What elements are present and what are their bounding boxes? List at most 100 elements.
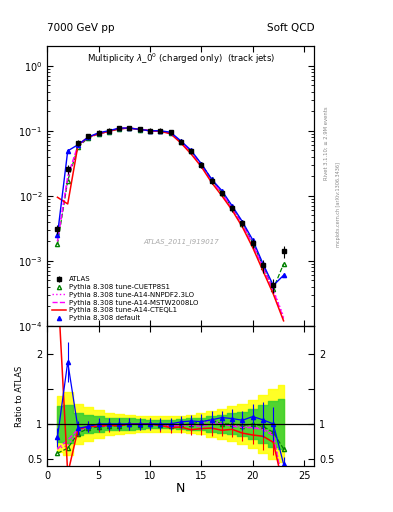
Pythia 8.308 tune-A14-CTEQL1 bbox=[230, 207, 235, 214]
Pythia 8.308 tune-CUETP8S1 bbox=[65, 178, 70, 184]
Pythia 8.308 tune-A14-NNPDF2.3LO bbox=[137, 126, 142, 133]
Pythia 8.308 tune-A14-CTEQL1 bbox=[65, 201, 70, 207]
Pythia 8.308 tune-A14-MSTW2008LO bbox=[199, 163, 204, 169]
Pythia 8.308 tune-A14-MSTW2008LO bbox=[55, 238, 60, 244]
Pythia 8.308 default bbox=[261, 261, 265, 267]
Line: Pythia 8.308 tune-A14-NNPDF2.3LO: Pythia 8.308 tune-A14-NNPDF2.3LO bbox=[57, 128, 284, 316]
Pythia 8.308 tune-A14-NNPDF2.3LO bbox=[250, 241, 255, 247]
Pythia 8.308 tune-A14-NNPDF2.3LO bbox=[127, 125, 132, 131]
Text: Multiplicity $\lambda\_0^0$ (charged only)  (track jets): Multiplicity $\lambda\_0^0$ (charged onl… bbox=[87, 52, 275, 66]
Pythia 8.308 tune-A14-CTEQL1 bbox=[178, 140, 183, 146]
Pythia 8.308 default bbox=[199, 161, 204, 167]
Pythia 8.308 tune-A14-NNPDF2.3LO bbox=[240, 221, 245, 227]
Pythia 8.308 tune-A14-NNPDF2.3LO bbox=[281, 313, 286, 319]
Pythia 8.308 tune-A14-MSTW2008LO bbox=[127, 125, 132, 131]
Legend: ATLAS, Pythia 8.308 tune-CUETP8S1, Pythia 8.308 tune-A14-NNPDF2.3LO, Pythia 8.30: ATLAS, Pythia 8.308 tune-CUETP8S1, Pythi… bbox=[51, 275, 200, 323]
X-axis label: N: N bbox=[176, 482, 185, 495]
Pythia 8.308 tune-CUETP8S1 bbox=[271, 286, 275, 292]
Text: Soft QCD: Soft QCD bbox=[267, 23, 314, 33]
Pythia 8.308 tune-CUETP8S1 bbox=[178, 139, 183, 145]
Pythia 8.308 tune-CUETP8S1 bbox=[117, 126, 121, 132]
Pythia 8.308 tune-A14-MSTW2008LO bbox=[230, 206, 235, 212]
Pythia 8.308 tune-A14-NNPDF2.3LO bbox=[209, 176, 214, 182]
Pythia 8.308 tune-A14-MSTW2008LO bbox=[189, 149, 193, 155]
Pythia 8.308 tune-A14-NNPDF2.3LO bbox=[158, 128, 163, 134]
Pythia 8.308 tune-CUETP8S1 bbox=[281, 261, 286, 267]
Pythia 8.308 default bbox=[250, 237, 255, 243]
Text: ATLAS_2011_I919017: ATLAS_2011_I919017 bbox=[143, 239, 219, 245]
Pythia 8.308 tune-A14-MSTW2008LO bbox=[96, 131, 101, 137]
Pythia 8.308 tune-A14-CTEQL1 bbox=[137, 126, 142, 133]
Pythia 8.308 default bbox=[281, 272, 286, 279]
Text: 7000 GeV pp: 7000 GeV pp bbox=[47, 23, 115, 33]
Pythia 8.308 tune-A14-CTEQL1 bbox=[117, 126, 121, 132]
Pythia 8.308 default bbox=[220, 187, 224, 194]
Pythia 8.308 tune-A14-NNPDF2.3LO bbox=[55, 238, 60, 244]
Pythia 8.308 tune-A14-MSTW2008LO bbox=[209, 178, 214, 184]
Pythia 8.308 tune-CUETP8S1 bbox=[86, 135, 91, 141]
Pythia 8.308 tune-A14-CTEQL1 bbox=[271, 291, 275, 297]
Pythia 8.308 tune-CUETP8S1 bbox=[189, 148, 193, 155]
Pythia 8.308 tune-A14-NNPDF2.3LO bbox=[96, 131, 101, 137]
Pythia 8.308 tune-A14-NNPDF2.3LO bbox=[65, 176, 70, 182]
Pythia 8.308 tune-A14-CTEQL1 bbox=[250, 245, 255, 251]
Y-axis label: Ratio to ATLAS: Ratio to ATLAS bbox=[15, 366, 24, 426]
Pythia 8.308 default bbox=[230, 203, 235, 209]
Pythia 8.308 tune-CUETP8S1 bbox=[127, 125, 132, 131]
Pythia 8.308 tune-A14-NNPDF2.3LO bbox=[117, 125, 121, 132]
Pythia 8.308 tune-A14-NNPDF2.3LO bbox=[168, 130, 173, 136]
Pythia 8.308 default bbox=[127, 125, 132, 131]
Pythia 8.308 default bbox=[148, 127, 152, 134]
Pythia 8.308 default bbox=[178, 138, 183, 144]
Pythia 8.308 tune-A14-CTEQL1 bbox=[96, 131, 101, 137]
Pythia 8.308 tune-A14-NNPDF2.3LO bbox=[178, 139, 183, 145]
Pythia 8.308 tune-A14-CTEQL1 bbox=[261, 268, 265, 274]
Pythia 8.308 tune-A14-CTEQL1 bbox=[127, 125, 132, 131]
Pythia 8.308 tune-A14-CTEQL1 bbox=[86, 134, 91, 140]
Text: Rivet 3.1.10; ≥ 2.9M events: Rivet 3.1.10; ≥ 2.9M events bbox=[324, 106, 329, 180]
Pythia 8.308 tune-A14-CTEQL1 bbox=[55, 194, 60, 200]
Pythia 8.308 tune-CUETP8S1 bbox=[168, 130, 173, 136]
Pythia 8.308 tune-CUETP8S1 bbox=[75, 144, 80, 150]
Pythia 8.308 tune-CUETP8S1 bbox=[199, 161, 204, 167]
Pythia 8.308 tune-A14-MSTW2008LO bbox=[137, 126, 142, 133]
Pythia 8.308 tune-CUETP8S1 bbox=[261, 264, 265, 270]
Pythia 8.308 default bbox=[55, 232, 60, 238]
Pythia 8.308 tune-A14-CTEQL1 bbox=[189, 151, 193, 157]
Pythia 8.308 tune-A14-MSTW2008LO bbox=[271, 288, 275, 294]
Pythia 8.308 default bbox=[96, 130, 101, 136]
Pythia 8.308 tune-A14-NNPDF2.3LO bbox=[261, 264, 265, 270]
Pythia 8.308 default bbox=[75, 142, 80, 148]
Pythia 8.308 tune-A14-MSTW2008LO bbox=[168, 130, 173, 136]
Pythia 8.308 tune-A14-CTEQL1 bbox=[75, 142, 80, 148]
Line: Pythia 8.308 tune-CUETP8S1: Pythia 8.308 tune-CUETP8S1 bbox=[55, 126, 286, 291]
Pythia 8.308 tune-A14-MSTW2008LO bbox=[65, 173, 70, 179]
Pythia 8.308 tune-A14-NNPDF2.3LO bbox=[148, 127, 152, 134]
Line: Pythia 8.308 tune-A14-CTEQL1: Pythia 8.308 tune-A14-CTEQL1 bbox=[57, 128, 284, 321]
Pythia 8.308 tune-A14-CTEQL1 bbox=[240, 224, 245, 230]
Pythia 8.308 tune-A14-CTEQL1 bbox=[281, 318, 286, 324]
Pythia 8.308 default bbox=[137, 126, 142, 133]
Pythia 8.308 tune-A14-NNPDF2.3LO bbox=[199, 162, 204, 168]
Pythia 8.308 tune-CUETP8S1 bbox=[220, 190, 224, 196]
Pythia 8.308 tune-CUETP8S1 bbox=[107, 129, 111, 135]
Pythia 8.308 tune-A14-NNPDF2.3LO bbox=[220, 190, 224, 196]
Pythia 8.308 default bbox=[86, 134, 91, 140]
Pythia 8.308 default bbox=[240, 219, 245, 225]
Pythia 8.308 tune-CUETP8S1 bbox=[148, 127, 152, 134]
Pythia 8.308 tune-A14-NNPDF2.3LO bbox=[107, 128, 111, 134]
Pythia 8.308 tune-A14-CTEQL1 bbox=[199, 164, 204, 170]
Pythia 8.308 tune-A14-MSTW2008LO bbox=[86, 134, 91, 140]
Pythia 8.308 tune-CUETP8S1 bbox=[96, 131, 101, 137]
Pythia 8.308 tune-CUETP8S1 bbox=[250, 240, 255, 246]
Pythia 8.308 tune-A14-MSTW2008LO bbox=[250, 241, 255, 247]
Pythia 8.308 tune-A14-MSTW2008LO bbox=[75, 142, 80, 148]
Pythia 8.308 tune-A14-MSTW2008LO bbox=[148, 127, 152, 134]
Pythia 8.308 tune-A14-MSTW2008LO bbox=[261, 265, 265, 271]
Pythia 8.308 tune-A14-CTEQL1 bbox=[220, 193, 224, 199]
Pythia 8.308 tune-A14-NNPDF2.3LO bbox=[86, 134, 91, 140]
Pythia 8.308 tune-A14-CTEQL1 bbox=[148, 127, 152, 134]
Pythia 8.308 tune-A14-MSTW2008LO bbox=[158, 128, 163, 134]
Pythia 8.308 tune-A14-CTEQL1 bbox=[168, 131, 173, 137]
Pythia 8.308 default bbox=[189, 147, 193, 154]
